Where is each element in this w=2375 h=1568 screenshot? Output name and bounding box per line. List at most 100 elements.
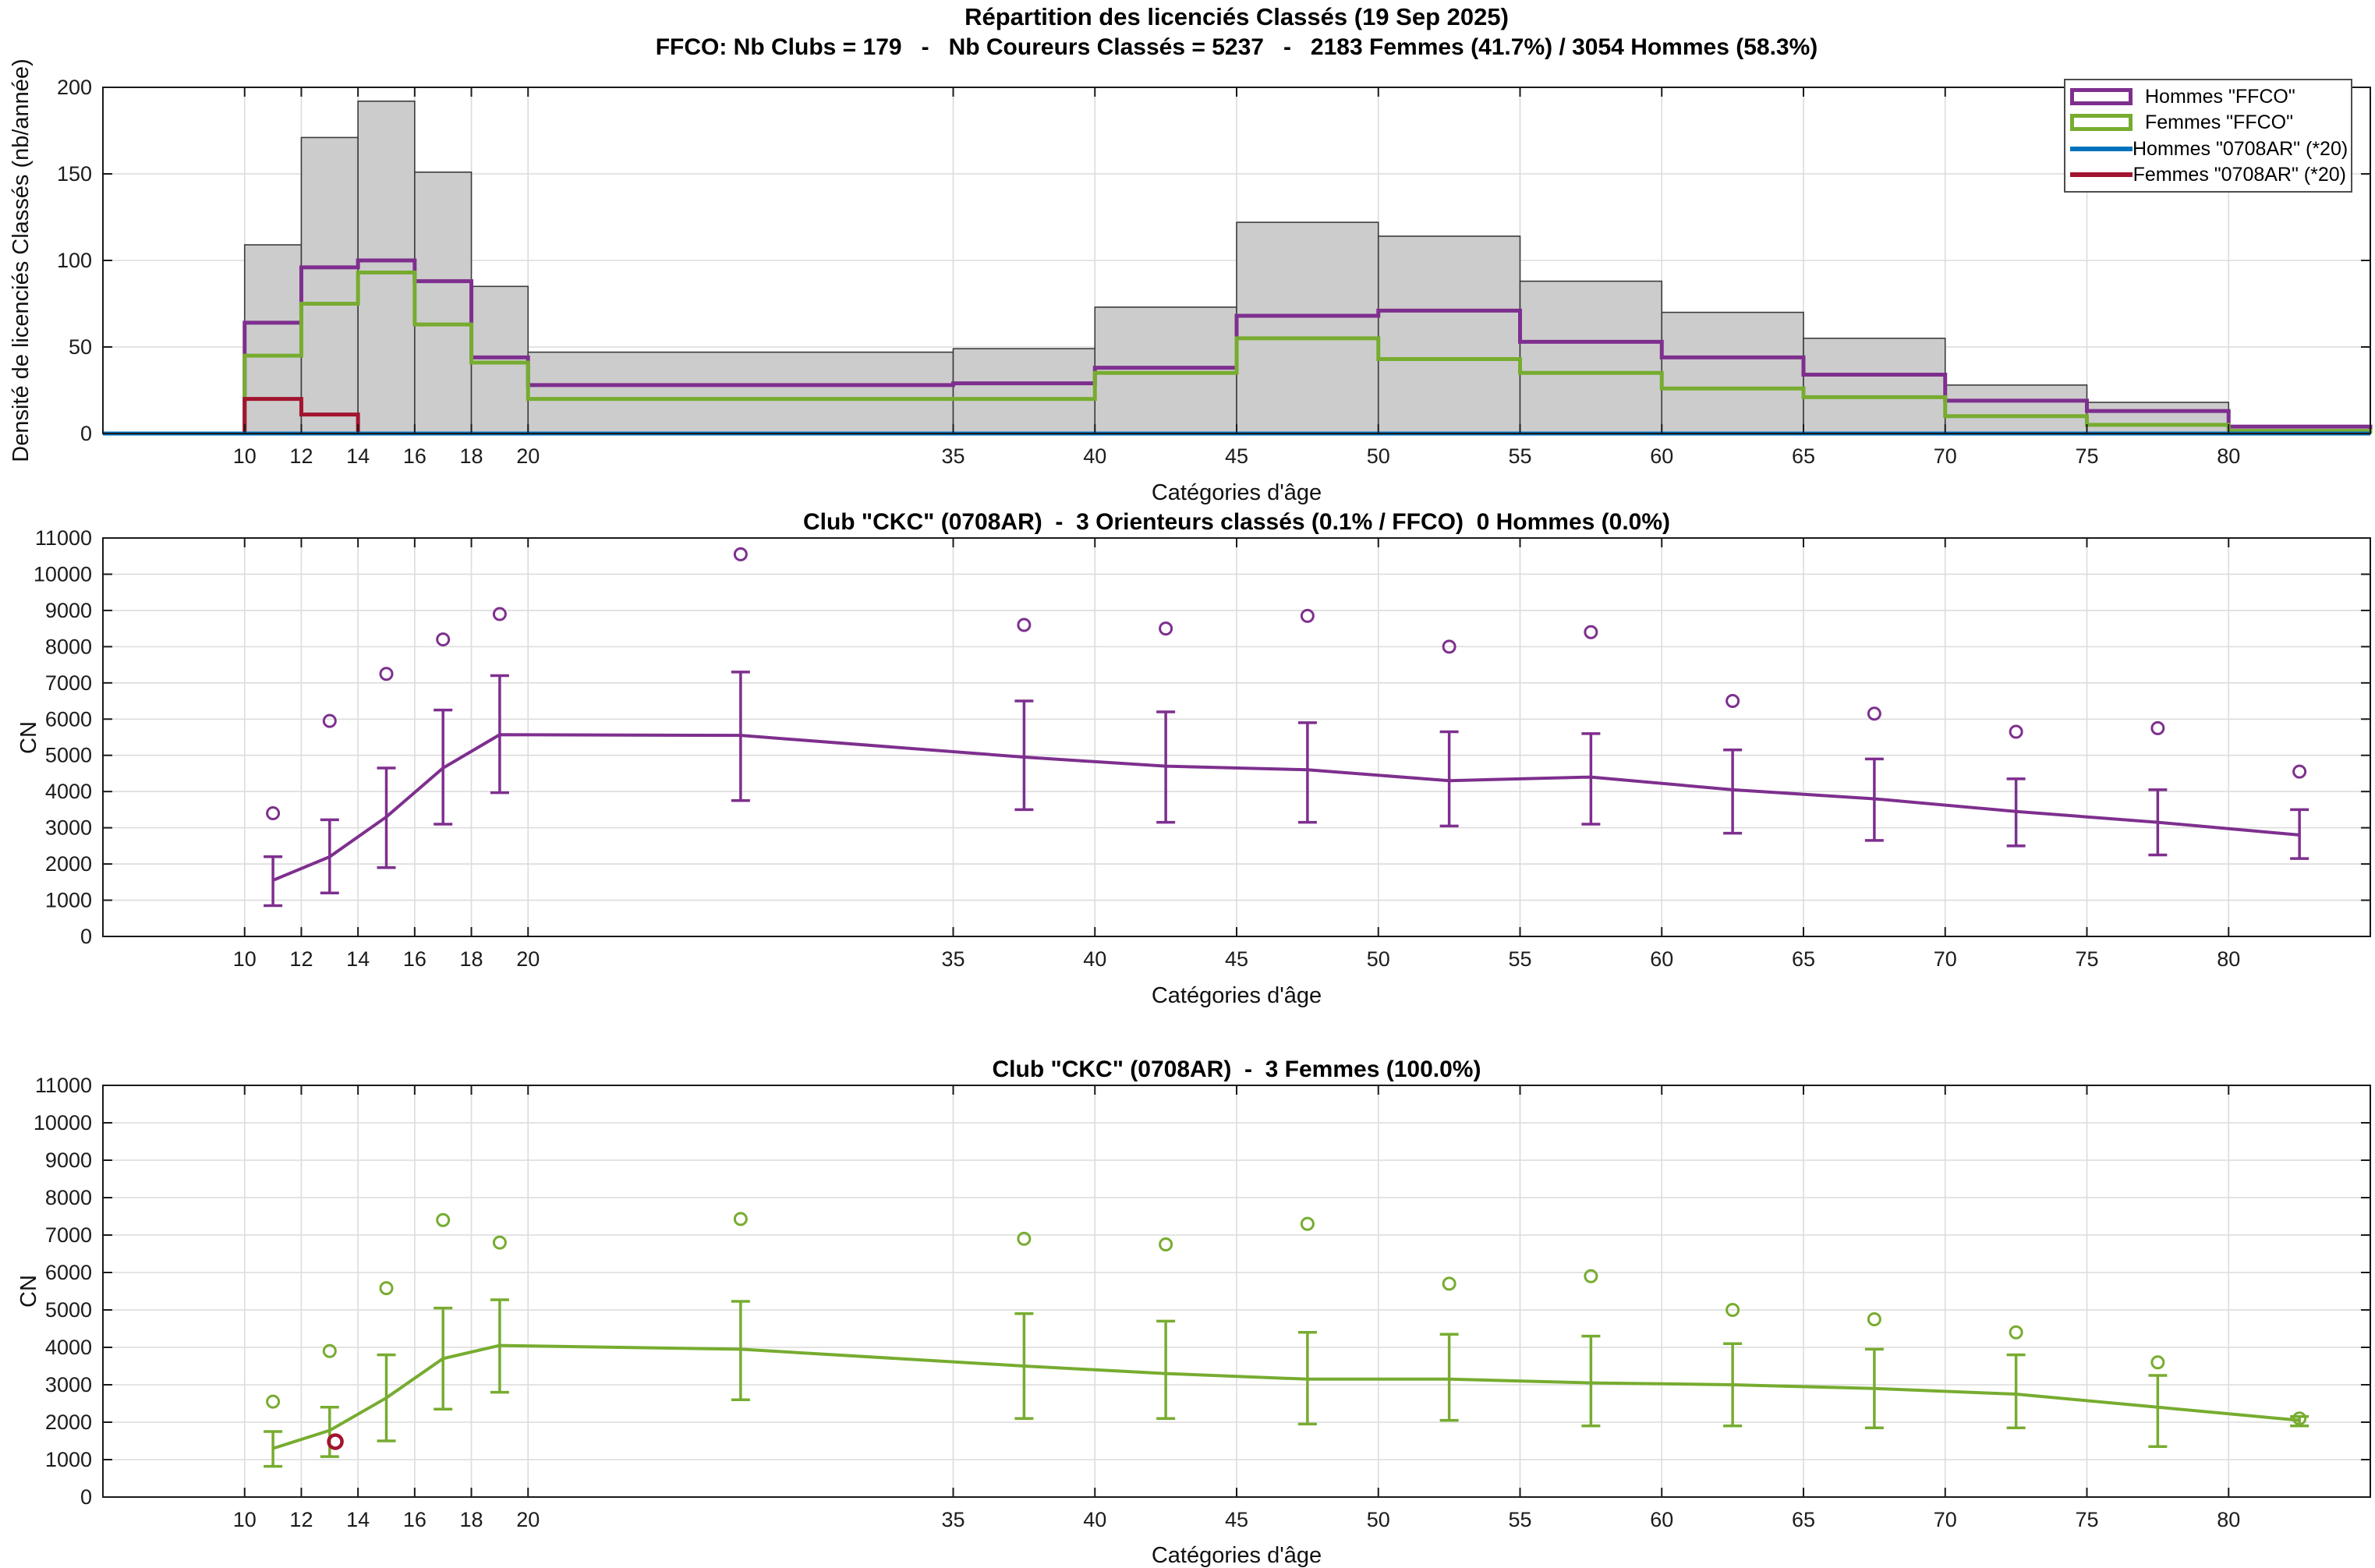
outlier-point — [492, 607, 507, 621]
legend-swatch-wrap — [2070, 87, 2145, 105]
histogram-bar — [243, 244, 303, 434]
y-tick-label: 0 — [80, 925, 92, 948]
legend-swatch-wrap — [2070, 114, 2145, 132]
outlier-point — [379, 1281, 394, 1296]
y-tick-label: 50 — [69, 335, 92, 359]
outlier-point — [322, 1343, 337, 1358]
x-tick-label: 50 — [1367, 947, 1390, 971]
bottom-ylabel: CN — [16, 1275, 41, 1308]
mean-line — [272, 733, 2300, 882]
top-xlabel: Catégories d'âge — [1152, 480, 1322, 505]
outlier-point — [2150, 720, 2165, 735]
legend-swatch-wrap — [2070, 172, 2133, 178]
y-tick-label: 8000 — [45, 1186, 92, 1209]
y-tick-label: 10000 — [34, 562, 92, 586]
outlier-point — [1159, 1237, 1173, 1251]
legend-item-hommes-club: Hommes "0708AR" (*20) — [2070, 136, 2348, 161]
histogram-bar — [1094, 306, 1237, 434]
y-tick-label: 3000 — [45, 816, 92, 840]
top-ylabel: Densité de licenciés Classés (nb/année) — [9, 58, 34, 462]
x-tick-label: 10 — [233, 947, 257, 971]
x-tick-label: 16 — [403, 947, 427, 971]
y-tick-label: 2000 — [45, 852, 92, 876]
histogram-bar — [1944, 384, 2088, 434]
y-tick-label: 0 — [80, 422, 92, 445]
x-tick-label: 50 — [1367, 444, 1390, 468]
x-tick-label: 20 — [516, 444, 540, 468]
outlier-point — [492, 1235, 507, 1250]
y-tick-label: 0 — [80, 1485, 92, 1509]
y-tick-label: 9000 — [45, 599, 92, 622]
outlier-point — [1726, 694, 1740, 709]
chart-panels: 10 12 14 16 18 20 35 40 45 50 55 60 65 70 75 8005010015… — [34, 76, 2373, 1531]
y-tick-label: 1000 — [45, 1448, 92, 1471]
histogram-bar — [952, 348, 1096, 434]
outlier-point — [2292, 764, 2307, 779]
outlier-point — [2009, 724, 2023, 739]
x-tick-label: 45 — [1225, 947, 1248, 971]
y-tick-label: 200 — [57, 76, 92, 99]
femmes-club-line-icon — [2070, 172, 2133, 178]
x-tick-label: 35 — [941, 444, 965, 468]
x-tick-label: 10 — [233, 1508, 257, 1531]
x-tick-label: 50 — [1367, 1508, 1390, 1531]
x-tick-label: 80 — [2217, 444, 2240, 468]
middle-xlabel: Catégories d'âge — [1152, 983, 1322, 1008]
outlier-point — [1300, 1216, 1315, 1231]
legend-label: Hommes "0708AR" (*20) — [2133, 137, 2348, 160]
legend: Hommes "FFCO" Femmes "FFCO" Hommes "0708… — [2064, 79, 2352, 193]
y-tick-label: 5000 — [45, 1298, 92, 1322]
x-tick-label: 80 — [2217, 1508, 2240, 1531]
x-tick-label: 75 — [2075, 1508, 2098, 1531]
x-tick-label: 55 — [1508, 444, 1531, 468]
outlier-point — [322, 713, 337, 728]
y-tick-label: 11000 — [35, 526, 92, 550]
legend-label: Femmes "0708AR" (*20) — [2133, 164, 2346, 186]
outlier-point — [1017, 618, 1032, 632]
x-tick-label: 40 — [1083, 1508, 1106, 1531]
histogram-bar — [1377, 235, 1521, 434]
outlier-point — [2009, 1325, 2023, 1340]
legend-item-hommes-ffco: Hommes "FFCO" — [2070, 84, 2346, 109]
x-tick-label: 60 — [1650, 947, 1673, 971]
figure-subtitle: FFCO: Nb Clubs = 179 - Nb Coureurs Class… — [656, 34, 1818, 60]
histogram-bar — [1519, 280, 1663, 434]
outlier-point — [1584, 1269, 1598, 1283]
y-tick-label: 6000 — [45, 707, 92, 731]
x-tick-label: 45 — [1225, 1508, 1248, 1531]
y-tick-label: 1000 — [45, 889, 92, 912]
y-tick-label: 7000 — [45, 671, 92, 695]
club-member-point — [327, 1433, 344, 1450]
x-tick-label: 60 — [1650, 1508, 1673, 1531]
outlier-point — [436, 1212, 451, 1227]
y-tick-label: 150 — [57, 162, 92, 186]
y-tick-label: 8000 — [45, 635, 92, 658]
figure-title: Répartition des licenciés Classés (19 Se… — [965, 3, 1509, 30]
legend-label: Femmes "FFCO" — [2145, 111, 2293, 134]
x-tick-label: 75 — [2075, 444, 2098, 468]
outlier-point — [1726, 1303, 1740, 1317]
histogram-bar — [300, 136, 359, 434]
x-tick-label: 35 — [941, 1508, 965, 1531]
x-tick-label: 14 — [346, 444, 370, 468]
outlier-point — [1159, 621, 1173, 636]
outlier-point — [1017, 1231, 1032, 1246]
x-tick-label: 65 — [1792, 1508, 1815, 1531]
x-tick-label: 70 — [1934, 1508, 1957, 1531]
step-series — [242, 271, 2373, 434]
outlier-point — [436, 632, 451, 647]
y-tick-label: 7000 — [45, 1223, 92, 1247]
x-tick-label: 65 — [1792, 444, 1815, 468]
x-tick-label: 60 — [1650, 444, 1673, 468]
x-tick-label: 55 — [1508, 947, 1531, 971]
x-tick-label: 20 — [516, 947, 540, 971]
legend-item-femmes-ffco: Femmes "FFCO" — [2070, 110, 2346, 135]
outlier-point — [2292, 1411, 2307, 1426]
x-tick-label: 70 — [1934, 947, 1957, 971]
x-tick-label: 14 — [346, 947, 370, 971]
histogram-bar — [470, 285, 529, 434]
x-tick-label: 16 — [403, 1508, 427, 1531]
y-tick-label: 4000 — [45, 1336, 92, 1359]
